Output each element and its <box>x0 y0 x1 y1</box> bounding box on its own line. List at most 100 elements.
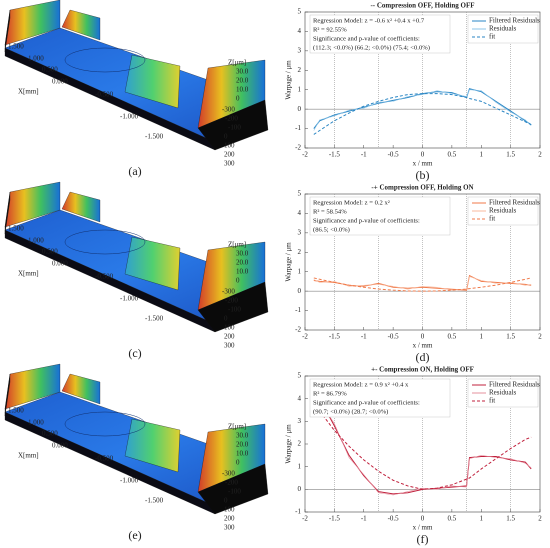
mid-ridge <box>124 418 181 473</box>
y-axis-label: 300 <box>224 342 235 350</box>
x-tick-label: 1 <box>480 151 484 159</box>
x-axis-title: x / mm <box>413 342 433 350</box>
z-axis-label: 10.0 <box>236 86 249 94</box>
series-line <box>313 277 532 292</box>
x-axis-label: 0.500 <box>42 66 58 74</box>
x-tick-label: 0 <box>421 151 425 159</box>
x-axis-label: -0.500 <box>95 273 114 281</box>
y-tick-label: 5 <box>298 8 302 16</box>
x-tick-label: -0.5 <box>388 515 400 523</box>
panel-label: (a) <box>128 164 141 178</box>
x-axis-title: X[mm] <box>18 270 39 278</box>
y-axis-label: 200 <box>224 515 235 523</box>
x-tick-label: -1.5 <box>329 151 341 159</box>
y-tick-label: 0 <box>298 287 302 295</box>
series-line <box>313 274 532 291</box>
right-ridge-side <box>197 463 269 515</box>
z-axis-title: Z[μm] <box>228 59 246 67</box>
z-axis-title: Z[μm] <box>228 423 246 431</box>
y-axis-label: -300 <box>222 470 235 478</box>
x-axis-title: x / mm <box>413 524 433 532</box>
render: 1.500 1.000 0.500 0.000 -0.500 -1.000 -1.500 X[… <box>4 363 269 542</box>
annotation: R² = 58.54% <box>313 209 347 216</box>
chart-title: +- Compression ON, Holding OFF <box>371 366 474 374</box>
right-ridge-side <box>197 281 269 333</box>
series-line <box>313 391 532 496</box>
x-tick-label: -0.5 <box>388 333 400 341</box>
z-axis-label: 10.0 <box>236 450 249 458</box>
y-tick-label: 5 <box>298 372 302 380</box>
x-axis-label: -1.000 <box>120 113 139 121</box>
y-axis-label: 0 <box>224 315 228 323</box>
y-axis-label: -100 <box>228 124 241 132</box>
x-axis-label: -1.500 <box>145 315 164 323</box>
chart-title: -- Compression OFF, Holding OFF <box>370 2 474 10</box>
y-tick-label: 4 <box>298 27 302 35</box>
y-tick-label: 0 <box>298 485 302 493</box>
annotation: Regression Model: z = -0.6 x² +0.4 x +0.… <box>313 18 425 25</box>
x-axis-label: 0.000 <box>52 442 68 450</box>
annotation: Significance and p-value of coefficients… <box>313 218 420 225</box>
annotation: Significance and p-value of coefficients… <box>313 36 420 43</box>
x-tick-label: -2 <box>302 151 308 159</box>
contour <box>64 47 146 73</box>
annotation: Regression Model: z = 0.9 x² +0.4 x <box>313 382 409 389</box>
annotation-box <box>309 196 451 236</box>
x-tick-label: -2 <box>302 333 308 341</box>
x-axis-title: x / mm <box>413 160 433 168</box>
x-axis-title: X[mm] <box>18 452 39 460</box>
left-ridge-side <box>4 191 11 235</box>
x-axis-label: -1.500 <box>145 133 164 141</box>
x-tick-label: -1.5 <box>329 333 341 341</box>
x-tick-label: 1.5 <box>506 333 515 341</box>
render: 1.500 1.000 0.500 0.000 -0.500 -1.000 -1.500 X[… <box>4 0 269 178</box>
z-axis-label: 20.0 <box>236 77 249 85</box>
render: 1.500 1.000 0.500 0.000 -0.500 -1.000 -1.500 X[… <box>4 181 269 360</box>
annotation: (112.3; <0.0%) (66.2; <0.0%) (75.4; <0.0… <box>313 45 430 52</box>
y-axis-label: -300 <box>222 288 235 296</box>
x-axis-title: X[mm] <box>18 88 39 96</box>
y-axis-label: -200 <box>225 297 238 305</box>
x-axis-label: 1.500 <box>8 225 24 233</box>
y-axis-label: 200 <box>224 333 235 341</box>
legend-label: Filtered Residuals <box>489 17 540 25</box>
mid-ridge <box>124 54 181 109</box>
y-axis-label: 0 <box>224 497 228 505</box>
x-tick-label: -1 <box>361 515 367 523</box>
x-axis-label: 1.000 <box>28 55 44 63</box>
x-axis-label: 1.500 <box>8 43 24 51</box>
y-tick-label: 2 <box>298 66 302 74</box>
chart: -1 0 1 2 3 4 5 -2 -1.5 -1 -0.5 0 0.5 1 1.5 2 +- Compress… <box>285 366 543 546</box>
annotation: (86.5; <0.0%) <box>313 227 350 234</box>
x-axis-label: -1.000 <box>120 295 139 303</box>
z-axis-label: 30.0 <box>236 68 249 76</box>
y-tick-label: 0 <box>298 105 302 113</box>
z-axis-title: Z[μm] <box>228 241 246 249</box>
series-line <box>313 276 532 291</box>
x-axis-label: 0.500 <box>42 248 58 256</box>
contour <box>64 411 146 437</box>
y-tick-label: -2 <box>295 144 301 152</box>
y-tick-label: 3 <box>298 46 302 54</box>
x-axis-label: 0.000 <box>52 260 68 268</box>
y-tick-label: -2 <box>295 326 301 334</box>
y-axis-title: Warpage / μm <box>285 242 293 282</box>
legend-label: Filtered Residuals <box>489 381 540 389</box>
x-tick-label: 0 <box>421 333 425 341</box>
chart: -2 -1 0 1 2 3 4 5 -2 -1.5 -1 -0.5 0 0.5 1 1.5 2 -- Compre… <box>285 2 543 182</box>
y-tick-label: -1 <box>295 508 301 516</box>
legend-label: Residuals <box>489 389 516 397</box>
x-tick-label: -1 <box>361 333 367 341</box>
x-tick-label: 0 <box>421 515 425 523</box>
y-tick-label: 1 <box>298 462 302 470</box>
contour <box>64 229 146 255</box>
y-tick-label: 4 <box>298 394 302 402</box>
series-line <box>313 93 532 135</box>
small-ridge <box>61 9 101 41</box>
x-axis-label: -1.500 <box>145 497 164 505</box>
x-tick-label: 2 <box>538 333 542 341</box>
y-axis-label: -100 <box>228 488 241 496</box>
z-axis-label: 30.0 <box>236 250 249 258</box>
y-axis-label: 200 <box>224 151 235 159</box>
